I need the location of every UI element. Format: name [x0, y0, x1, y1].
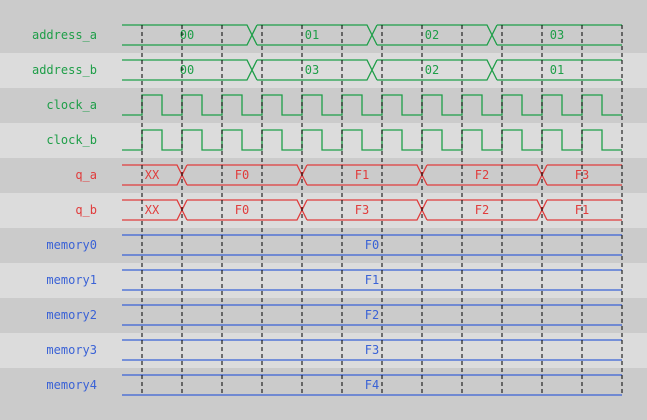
signal-label: q_b — [75, 203, 97, 217]
bus-value: XX — [145, 168, 160, 182]
row-band-q_a — [0, 158, 647, 193]
row-band-memory3 — [0, 333, 647, 368]
bus-segment — [122, 164, 188, 186]
bus-segment — [307, 164, 428, 186]
signal-label: memory0 — [46, 238, 97, 252]
clock-waveform — [122, 129, 622, 151]
row-band-memory0 — [0, 228, 647, 263]
signal-label: clock_b — [46, 133, 97, 147]
bus-segment — [187, 164, 308, 186]
bus-value: F1 — [365, 273, 379, 287]
bus-value: F3 — [365, 343, 379, 357]
bus-value: F2 — [475, 203, 489, 217]
row-band-memory2 — [0, 298, 647, 333]
bus-segment — [547, 164, 622, 186]
bus-segment — [122, 339, 622, 361]
bus-segment — [257, 24, 378, 46]
bus-value: 01 — [305, 28, 319, 42]
bus-segment — [122, 234, 622, 256]
signal-q_b: q_b XX F0 F3 F2 F1 — [75, 199, 622, 221]
bus-segment — [122, 269, 622, 291]
signal-memory4: memory4 F4 — [46, 374, 622, 396]
signal-label: memory4 — [46, 378, 97, 392]
bus-segment — [307, 199, 428, 221]
row-band-memory4 — [0, 368, 647, 403]
bus-value: F3 — [355, 203, 369, 217]
bus-value: F4 — [365, 378, 379, 392]
signal-label: memory2 — [46, 308, 97, 322]
bus-segment — [497, 24, 622, 46]
signal-address_b: address_b 00 03 02 01 — [32, 59, 622, 81]
signal-label: memory3 — [46, 343, 97, 357]
signal-memory2: memory2 F2 — [46, 304, 622, 326]
bus-value: F0 — [235, 168, 249, 182]
signal-address_a: address_a 00 01 02 03 — [32, 24, 622, 46]
signal-label: address_b — [32, 63, 97, 77]
bus-segment — [377, 59, 498, 81]
signal-clock_b: clock_b — [46, 129, 622, 151]
bus-value: F2 — [475, 168, 489, 182]
bus-value: 01 — [550, 63, 564, 77]
bus-value: 00 — [180, 63, 194, 77]
row-band-clock_a — [0, 88, 647, 123]
bus-segment — [427, 164, 548, 186]
signal-memory3: memory3 F3 — [46, 339, 622, 361]
bus-segment — [187, 199, 308, 221]
bus-segment — [122, 199, 188, 221]
row-band-address_a — [0, 18, 647, 53]
signal-q_a: q_a XX F0 F1 F2 F3 — [75, 164, 622, 186]
clock-waveform — [122, 94, 622, 116]
bus-segment — [377, 24, 498, 46]
bus-segment — [427, 199, 548, 221]
signal-label: address_a — [32, 28, 97, 42]
signal-label: memory1 — [46, 273, 97, 287]
bus-segment — [122, 304, 622, 326]
bus-value: XX — [145, 203, 160, 217]
bus-value: 02 — [425, 63, 439, 77]
bus-value: F2 — [365, 308, 379, 322]
bus-value: 00 — [180, 28, 194, 42]
bus-segment — [547, 199, 622, 221]
bus-segment — [257, 59, 378, 81]
bus-value: F0 — [235, 203, 249, 217]
bus-value: 02 — [425, 28, 439, 42]
bus-segment — [497, 59, 622, 81]
bus-segment — [122, 59, 258, 81]
bus-segment — [122, 24, 258, 46]
row-band-q_b — [0, 193, 647, 228]
bus-value: F1 — [355, 168, 369, 182]
signal-memory0: memory0 F0 — [46, 234, 622, 256]
bus-segment — [122, 374, 622, 396]
row-band-clock_b — [0, 123, 647, 158]
row-band-memory1 — [0, 263, 647, 298]
bus-value: F0 — [365, 238, 379, 252]
signal-clock_a: clock_a — [46, 94, 622, 116]
signal-label: q_a — [75, 168, 97, 182]
bus-value: 03 — [550, 28, 564, 42]
signal-memory1: memory1 F1 — [46, 269, 622, 291]
bus-value: 03 — [305, 63, 319, 77]
row-band-address_b — [0, 53, 647, 88]
signal-label: clock_a — [46, 98, 97, 112]
